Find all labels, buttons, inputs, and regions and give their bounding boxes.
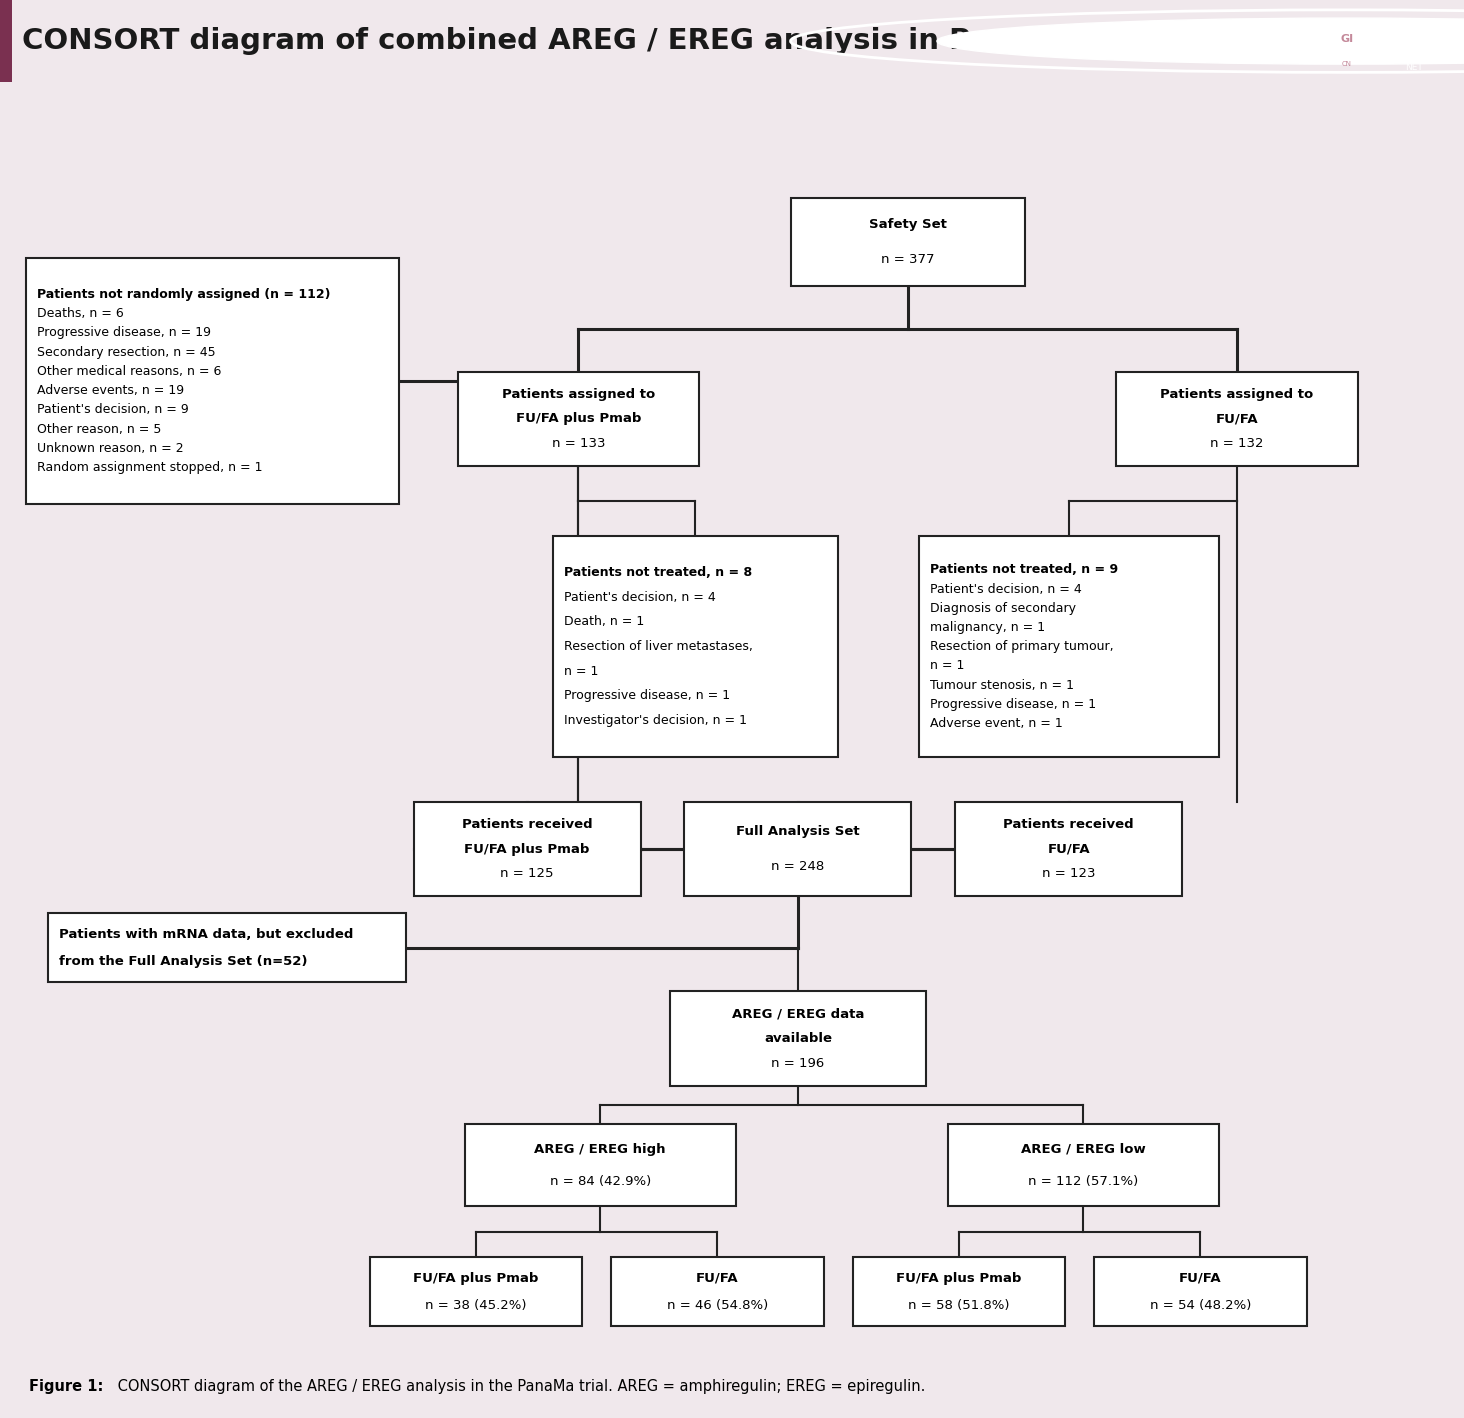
Text: CONSORT diagram of combined AREG / EREG analysis in PanaMa: CONSORT diagram of combined AREG / EREG …: [22, 27, 1079, 55]
Text: Death, n = 1: Death, n = 1: [564, 615, 644, 628]
FancyBboxPatch shape: [685, 801, 911, 896]
FancyBboxPatch shape: [1116, 372, 1357, 467]
Text: Adverse events, n = 19: Adverse events, n = 19: [37, 384, 184, 397]
Text: n = 133: n = 133: [552, 437, 605, 450]
Text: Adverse event, n = 1: Adverse event, n = 1: [931, 718, 1063, 730]
Text: FU/FA plus Pmab: FU/FA plus Pmab: [896, 1272, 1022, 1285]
FancyBboxPatch shape: [553, 536, 837, 757]
Text: n = 58 (51.8%): n = 58 (51.8%): [908, 1299, 1010, 1312]
FancyBboxPatch shape: [1094, 1256, 1306, 1326]
Text: FU/FA plus Pmab: FU/FA plus Pmab: [464, 842, 590, 855]
Text: CONSORT diagram of the AREG / EREG analysis in the PanaMa trial. AREG = amphireg: CONSORT diagram of the AREG / EREG analy…: [113, 1380, 925, 1394]
FancyBboxPatch shape: [612, 1256, 823, 1326]
Text: n = 1: n = 1: [931, 659, 965, 672]
Text: n = 112 (57.1%): n = 112 (57.1%): [1028, 1174, 1139, 1188]
Text: FU/FA plus Pmab: FU/FA plus Pmab: [413, 1272, 539, 1285]
Text: Patients not randomly assigned (n = 112): Patients not randomly assigned (n = 112): [37, 288, 331, 301]
Text: n = 54 (48.2%): n = 54 (48.2%): [1149, 1299, 1252, 1312]
Text: FU/FA plus Pmab: FU/FA plus Pmab: [515, 413, 641, 425]
Text: AREG / EREG low: AREG / EREG low: [1020, 1143, 1146, 1156]
FancyBboxPatch shape: [669, 991, 927, 1086]
Text: GI: GI: [1405, 20, 1420, 33]
Text: n = 46 (54.8%): n = 46 (54.8%): [666, 1299, 769, 1312]
Text: Unknown reason, n = 2: Unknown reason, n = 2: [37, 442, 184, 455]
Text: n = 38 (45.2%): n = 38 (45.2%): [425, 1299, 527, 1312]
Text: FU/FA: FU/FA: [695, 1272, 739, 1285]
FancyBboxPatch shape: [413, 801, 641, 896]
Text: n = 1: n = 1: [564, 665, 599, 678]
FancyBboxPatch shape: [47, 913, 406, 983]
FancyBboxPatch shape: [457, 372, 700, 467]
Text: FU/FA: FU/FA: [1215, 413, 1259, 425]
Text: AREG / EREG data: AREG / EREG data: [732, 1008, 864, 1021]
Bar: [0, 0, 12, 82]
Text: Patients with mRNA data, but excluded: Patients with mRNA data, but excluded: [59, 927, 354, 940]
Text: Progressive disease, n = 19: Progressive disease, n = 19: [37, 326, 211, 339]
Text: Secondary resection, n = 45: Secondary resection, n = 45: [37, 346, 217, 359]
Text: FU/FA: FU/FA: [1047, 842, 1091, 855]
Text: Patients not treated, n = 9: Patients not treated, n = 9: [931, 563, 1118, 576]
FancyBboxPatch shape: [919, 536, 1218, 757]
Text: from the Full Analysis Set (n=52): from the Full Analysis Set (n=52): [59, 954, 307, 967]
Text: Patient's decision, n = 4: Patient's decision, n = 4: [931, 583, 1082, 596]
FancyBboxPatch shape: [949, 1124, 1218, 1207]
Text: Patients not treated, n = 8: Patients not treated, n = 8: [564, 566, 752, 579]
Text: Other reason, n = 5: Other reason, n = 5: [37, 423, 161, 435]
Text: Patient's decision, n = 4: Patient's decision, n = 4: [564, 591, 716, 604]
Text: NET: NET: [1405, 62, 1423, 72]
Text: Patient's decision, n = 9: Patient's decision, n = 9: [37, 403, 189, 417]
FancyBboxPatch shape: [466, 1124, 735, 1207]
Text: AREG / EREG high: AREG / EREG high: [534, 1143, 666, 1156]
Text: Patients received: Patients received: [1003, 818, 1135, 831]
FancyBboxPatch shape: [955, 801, 1183, 896]
FancyBboxPatch shape: [791, 197, 1025, 286]
Text: n = 248: n = 248: [772, 861, 824, 873]
Text: Random assignment stopped, n = 1: Random assignment stopped, n = 1: [37, 461, 264, 474]
Text: FU/FA: FU/FA: [1179, 1272, 1222, 1285]
Text: Patients assigned to: Patients assigned to: [1161, 387, 1313, 401]
Text: n = 132: n = 132: [1211, 437, 1263, 450]
Text: Deaths, n = 6: Deaths, n = 6: [37, 308, 124, 320]
FancyBboxPatch shape: [25, 258, 398, 505]
Text: Safety Set: Safety Set: [868, 218, 947, 231]
Text: Diagnosis of secondary: Diagnosis of secondary: [931, 601, 1076, 615]
Text: n = 125: n = 125: [501, 868, 553, 881]
Text: Tumour stenosis, n = 1: Tumour stenosis, n = 1: [931, 678, 1075, 692]
Text: Progressive disease, n = 1: Progressive disease, n = 1: [564, 689, 731, 702]
FancyBboxPatch shape: [369, 1256, 581, 1326]
Text: malignancy, n = 1: malignancy, n = 1: [931, 621, 1045, 634]
Text: CANCER-: CANCER-: [1405, 43, 1445, 52]
Text: Patients assigned to: Patients assigned to: [502, 387, 654, 401]
Text: CN: CN: [1342, 61, 1351, 67]
Text: n = 377: n = 377: [881, 252, 934, 265]
Text: Investigator's decision, n = 1: Investigator's decision, n = 1: [564, 715, 747, 727]
Circle shape: [937, 18, 1464, 64]
Text: Other medical reasons, n = 6: Other medical reasons, n = 6: [37, 364, 221, 379]
Text: available: available: [764, 1032, 832, 1045]
Text: Figure 1:: Figure 1:: [29, 1380, 104, 1394]
Text: n = 84 (42.9%): n = 84 (42.9%): [549, 1174, 651, 1188]
Text: Progressive disease, n = 1: Progressive disease, n = 1: [931, 698, 1097, 710]
Text: GI: GI: [1341, 34, 1353, 44]
FancyBboxPatch shape: [852, 1256, 1064, 1326]
Text: Full Analysis Set: Full Analysis Set: [736, 825, 859, 838]
Text: Resection of primary tumour,: Resection of primary tumour,: [931, 640, 1114, 654]
Text: Patients received: Patients received: [461, 818, 593, 831]
Text: Resection of liver metastases,: Resection of liver metastases,: [564, 640, 754, 654]
Text: n = 196: n = 196: [772, 1056, 824, 1071]
Text: n = 123: n = 123: [1042, 868, 1095, 881]
